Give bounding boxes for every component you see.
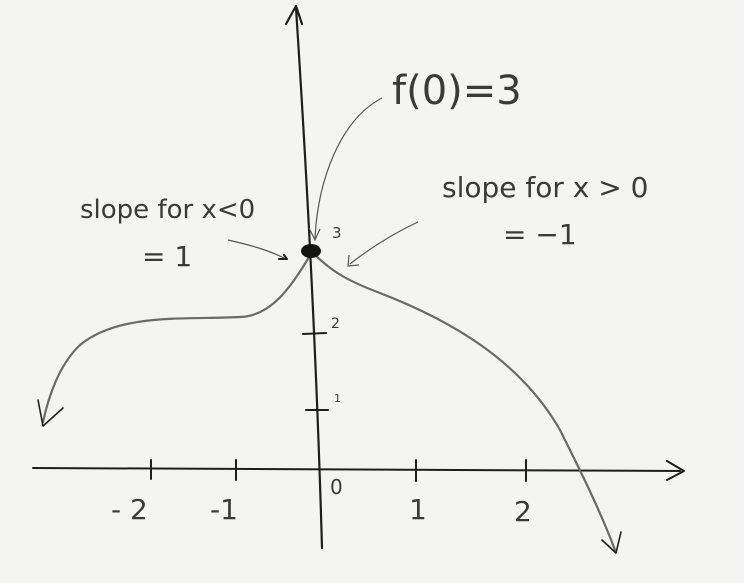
left-slope-label: slope for x<0 (80, 195, 255, 225)
annotations: f(0)=3 slope for x<0 = 1 slope for x > 0… (80, 68, 648, 273)
y-tick-label: 3 (332, 224, 342, 242)
x-tick-labels: - 2 -1 0 1 2 (111, 475, 532, 528)
f0-pointer (314, 97, 383, 239)
x-axis (32, 460, 685, 481)
y-axis-ticks (302, 332, 329, 411)
left-end-arrow (37, 399, 64, 427)
x-axis-ticks (150, 459, 527, 482)
y-tick-labels: 1 2 3 (331, 224, 342, 405)
f-at-zero-label: f(0)=3 (392, 68, 522, 114)
y-tick-label: 1 (334, 392, 341, 405)
left-slope-pointer-head (278, 254, 288, 260)
left-slope-value: = 1 (142, 240, 192, 273)
right-branch (310, 250, 617, 552)
function-curve (37, 250, 622, 554)
left-branch (41, 250, 314, 424)
x-tick-label: - 2 (111, 493, 148, 526)
x-tick-label: 2 (514, 495, 532, 528)
x-tick-label: 0 (330, 475, 343, 499)
right-slope-pointer-head (347, 254, 360, 267)
right-slope-label: slope for x > 0 (442, 171, 648, 204)
right-end-arrow (601, 531, 622, 554)
x-tick-label: 1 (409, 493, 427, 526)
left-slope-pointer (227, 239, 285, 259)
f0-pointer-head (308, 227, 321, 242)
annotation-pointers (227, 97, 419, 267)
y-tick-label: 2 (331, 316, 340, 332)
x-tick-label: -1 (210, 493, 238, 526)
point-f0 (301, 244, 321, 258)
y-axis (284, 4, 324, 550)
right-slope-value: = −1 (503, 218, 577, 251)
y-tick-2 (302, 332, 327, 335)
right-slope-pointer (349, 221, 419, 265)
